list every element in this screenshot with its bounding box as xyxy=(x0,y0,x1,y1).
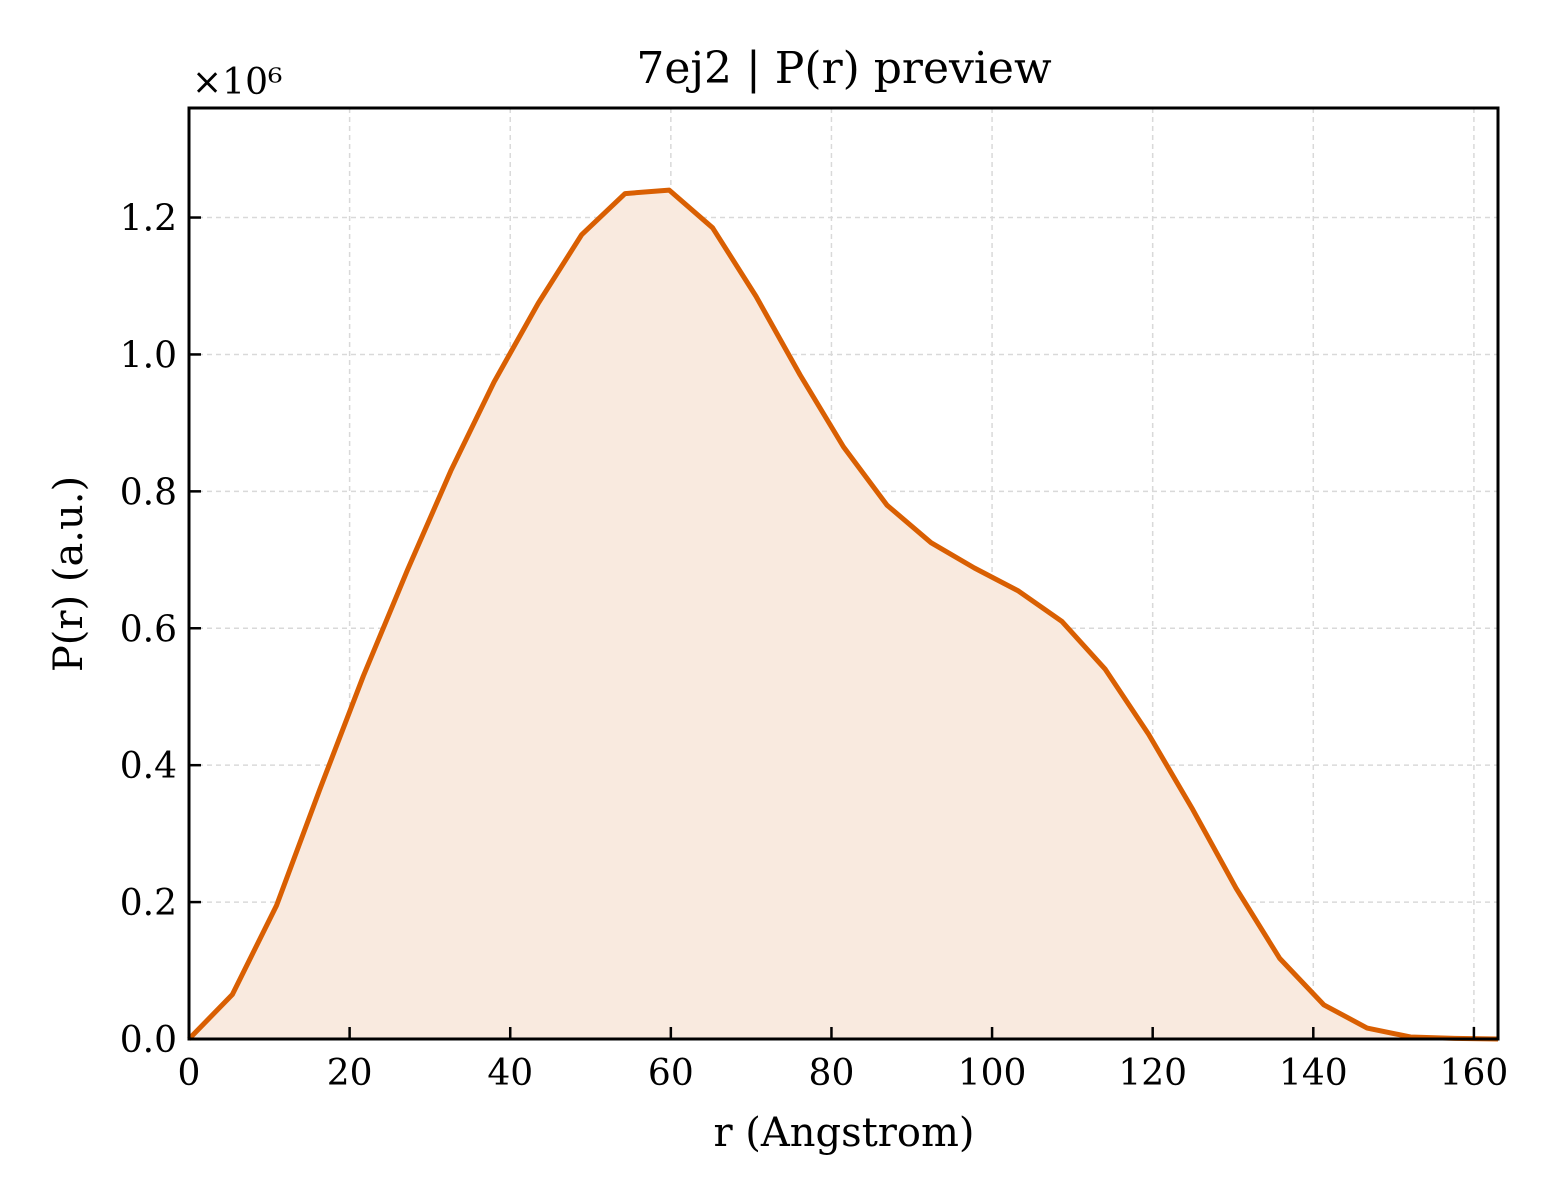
y-tick-label: 0.6 xyxy=(120,609,177,650)
area-fill xyxy=(189,190,1498,1039)
y-axis-label: P(r) (a.u.) xyxy=(46,476,92,672)
y-tick-label: 0.0 xyxy=(120,1020,177,1061)
y-axis-multiplier: ×10⁶ xyxy=(192,62,282,103)
x-tick-label: 140 xyxy=(1279,1053,1348,1094)
x-tick-label: 60 xyxy=(648,1053,694,1094)
plot-frame xyxy=(187,106,1500,1041)
y-tick-label: 1.0 xyxy=(120,335,177,376)
y-tick-label: 0.2 xyxy=(120,883,177,924)
x-tick-label: 20 xyxy=(327,1053,373,1094)
chart-title: 7ej2 | P(r) preview xyxy=(636,43,1052,94)
y-tick-label: 1.2 xyxy=(120,199,177,240)
x-tick-label: 80 xyxy=(809,1053,855,1094)
ticks: 0 20 40 60 80 100 120 140 160 0.0 0.2 0.4 0.6 0.8 1.0 1… xyxy=(120,199,1509,1094)
x-tick-label: 100 xyxy=(958,1053,1027,1094)
x-tick-label: 0 xyxy=(178,1053,201,1094)
x-tick-label: 120 xyxy=(1118,1053,1187,1094)
x-tick-label: 160 xyxy=(1440,1053,1509,1094)
x-tick-label: 40 xyxy=(487,1053,533,1094)
y-tick-label: 0.8 xyxy=(120,472,177,513)
x-axis-label: r (Angstrom) xyxy=(713,1110,974,1156)
y-tick-label: 0.4 xyxy=(120,746,177,787)
series-line xyxy=(187,187,1499,1042)
